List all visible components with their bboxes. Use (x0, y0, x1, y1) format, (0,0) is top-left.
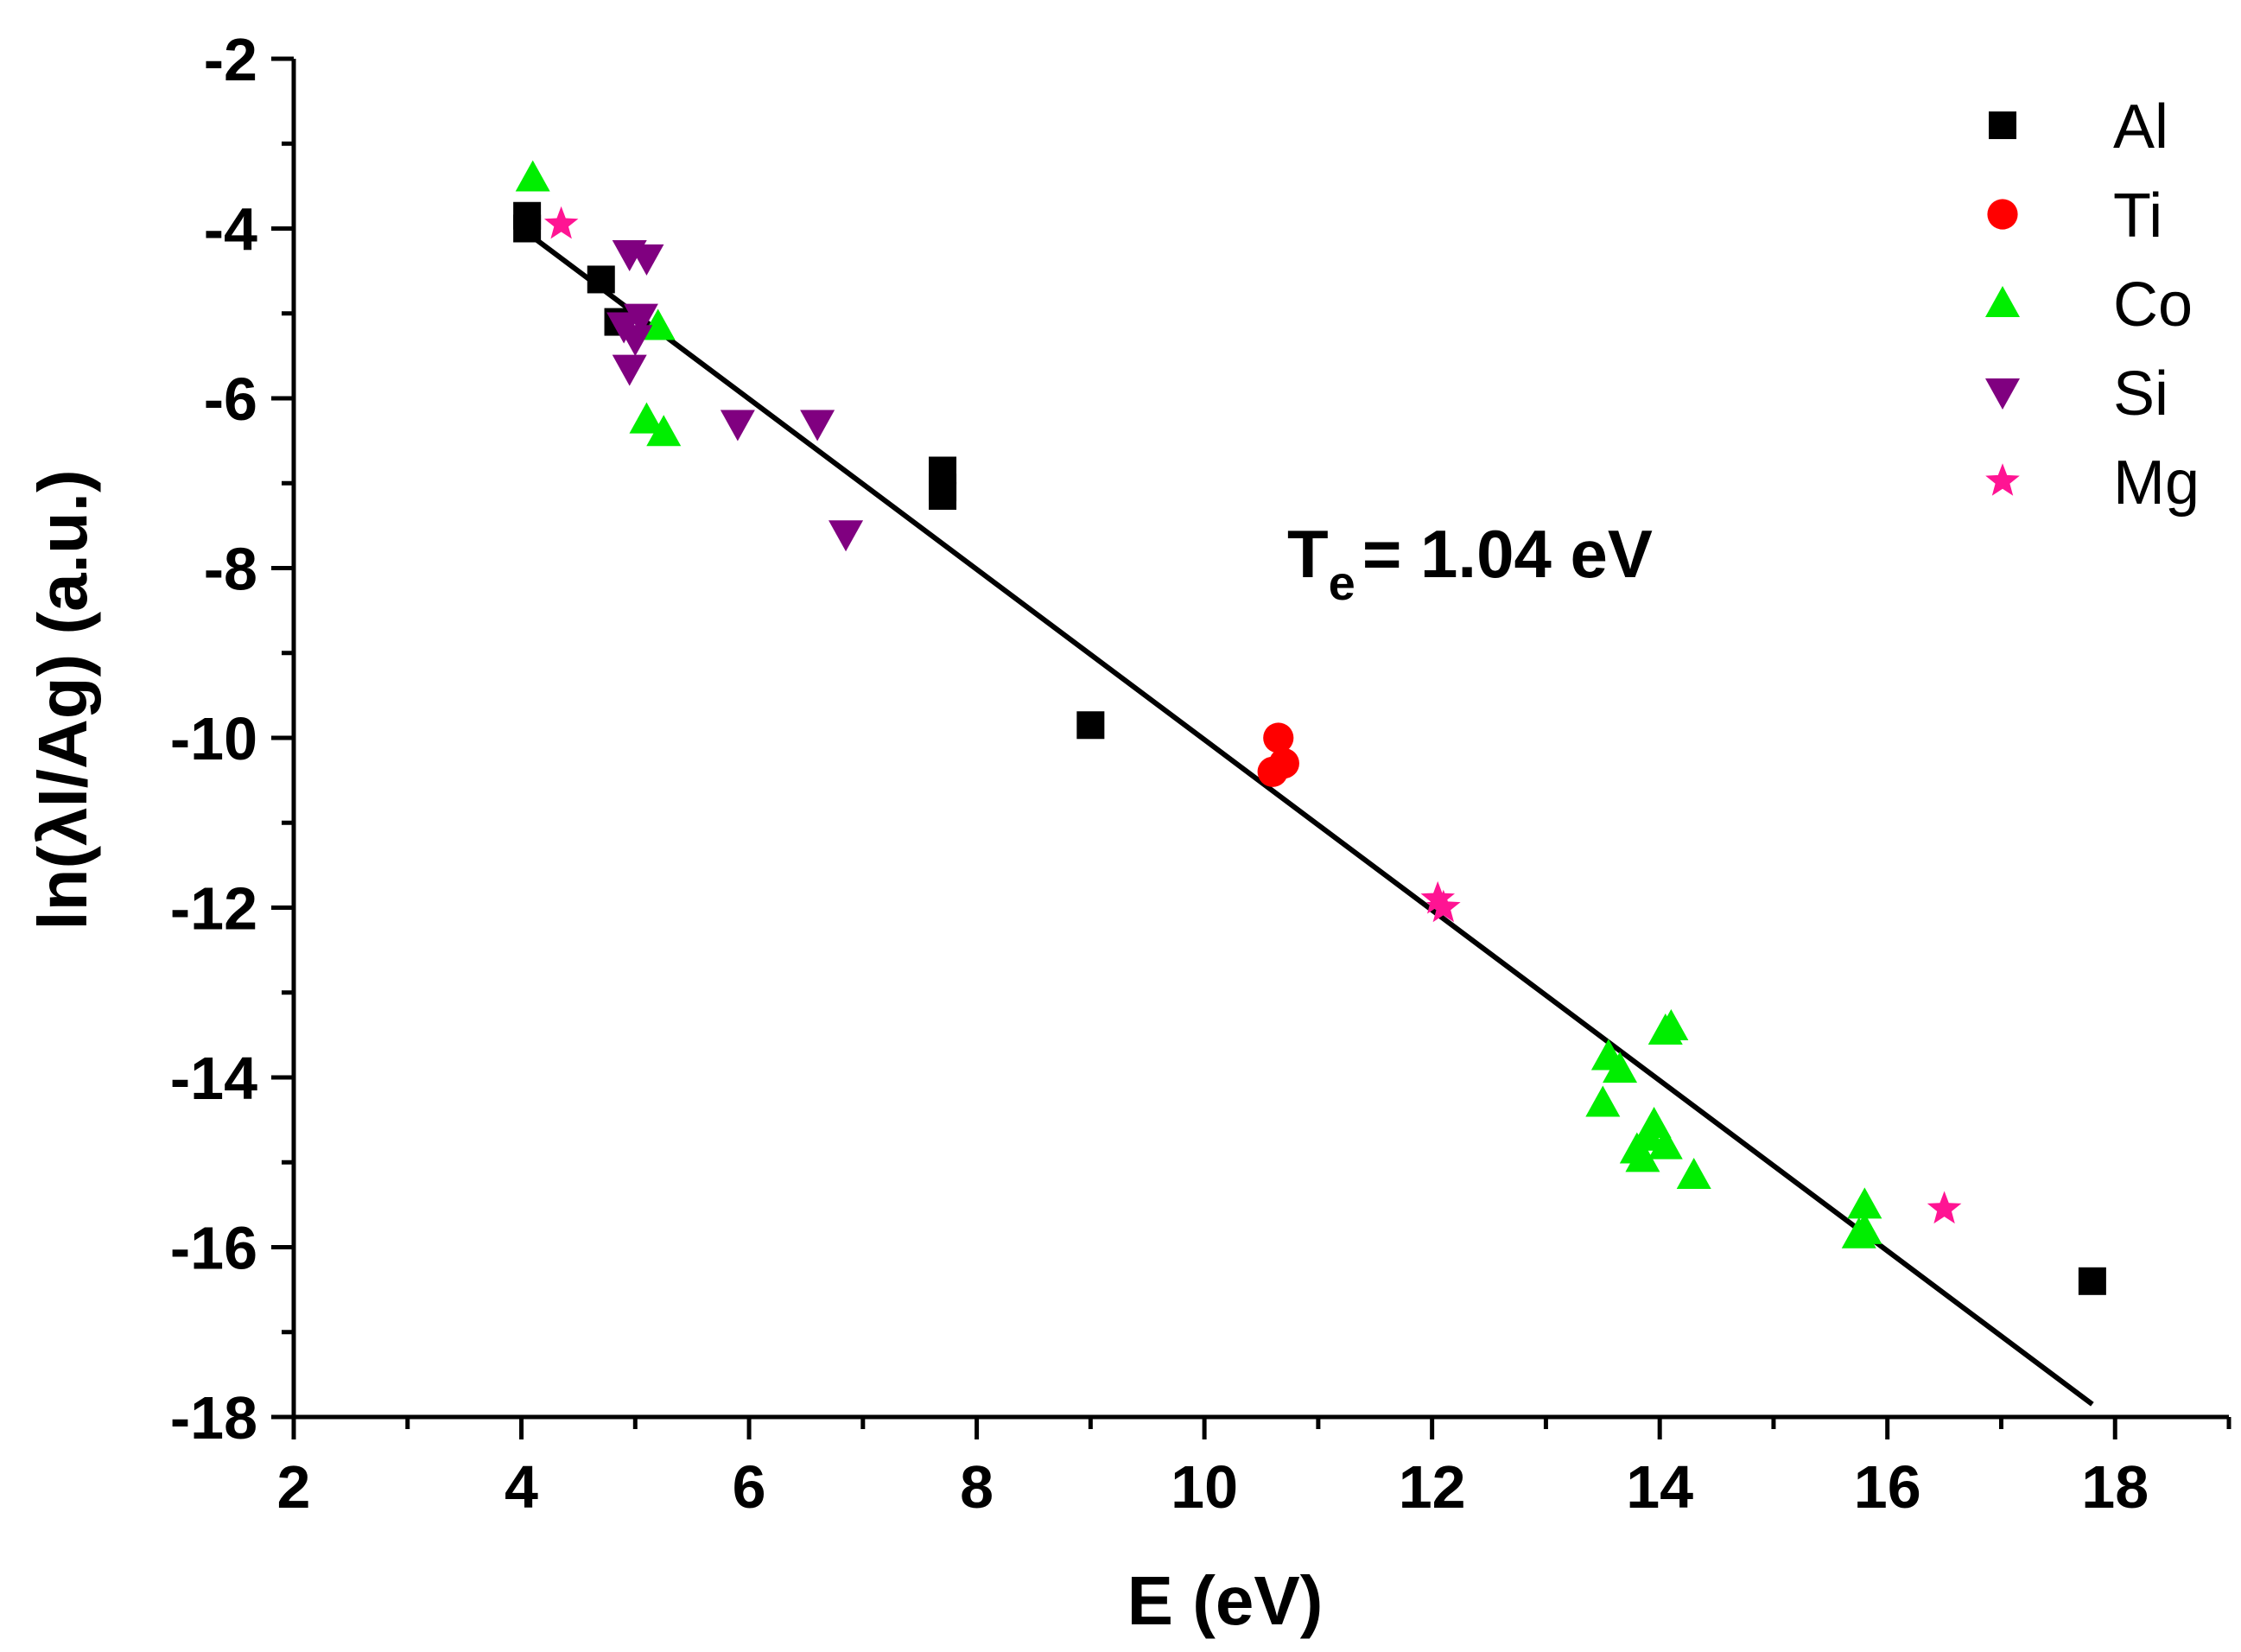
annotation-symbol: T (1287, 516, 1329, 592)
point-al (587, 265, 615, 294)
x-tick-label: 4 (505, 1453, 538, 1521)
point-co (515, 160, 550, 192)
temperature-annotation: Te = 1.04 eV (1287, 516, 1653, 610)
x-tick-label: 8 (960, 1453, 994, 1521)
data-points-layer (513, 160, 2106, 1295)
y-tick-label: -2 (204, 26, 257, 93)
legend-label-ti: Ti (2113, 181, 2162, 251)
y-tick-label: -12 (170, 875, 257, 943)
annotation-subscript: e (1329, 556, 1355, 610)
point-si (800, 410, 835, 442)
point-co (1603, 1052, 1638, 1083)
x-tick-label: 18 (2081, 1453, 2149, 1521)
x-axis-title: E (eV) (1127, 1562, 1324, 1639)
x-tick-label: 2 (277, 1453, 311, 1521)
point-mg (1927, 1191, 1962, 1224)
point-mg (1426, 889, 1461, 923)
point-co (1676, 1157, 1711, 1189)
x-tick-label: 16 (1854, 1453, 1921, 1521)
point-al (929, 481, 957, 510)
point-si (618, 325, 653, 357)
legend-marker-co (1985, 286, 2020, 317)
x-tick-label: 10 (1171, 1453, 1238, 1521)
legend-marker-al (1989, 111, 2016, 139)
fit-line-layer (519, 226, 2094, 1407)
legend-label-al: Al (2113, 92, 2168, 162)
point-si (623, 303, 658, 335)
point-ti (1257, 756, 1288, 787)
legend: Al Ti Co Si Mg (1985, 92, 2200, 518)
point-co (1654, 1009, 1689, 1041)
point-co (1841, 1217, 1876, 1249)
point-co (1625, 1141, 1660, 1172)
legend-label-si: Si (2113, 359, 2168, 429)
point-co (1647, 1128, 1683, 1160)
point-si (629, 244, 664, 276)
point-ti (1263, 722, 1294, 753)
y-tick-label: -14 (170, 1045, 257, 1112)
point-mg (543, 206, 579, 239)
point-al (2078, 1267, 2106, 1295)
legend-marker-si (1985, 378, 2020, 410)
point-si (720, 410, 755, 442)
legend-marker-ti (1987, 199, 2018, 230)
y-tick-label: -8 (204, 536, 257, 603)
point-al (1076, 711, 1105, 740)
x-tick-label: 6 (733, 1453, 766, 1521)
point-si (828, 520, 864, 552)
y-tick-label: -10 (170, 705, 257, 772)
y-tick-label: -18 (170, 1384, 257, 1452)
y-tick-label: -6 (204, 365, 257, 433)
legend-label-co: Co (2113, 270, 2193, 340)
y-axis-title: ln(λI/Ag) (a.u.) (24, 469, 101, 930)
point-co (1585, 1085, 1621, 1117)
point-co (646, 415, 682, 447)
legend-marker-mg (1985, 463, 2020, 496)
point-co (640, 308, 676, 340)
fit-line (519, 226, 2094, 1407)
point-co (1847, 1187, 1882, 1219)
annotation-value: = 1.04 eV (1362, 516, 1653, 592)
y-tick-label: -16 (170, 1215, 257, 1282)
point-co (629, 402, 664, 434)
axes: 2 4 6 8 10 12 14 16 18 -18 -16 -14 -12 -10 -8 -6 -4 -2 (170, 26, 2231, 1521)
x-tick-label: 14 (1626, 1453, 1693, 1521)
legend-label-mg: Mg (2113, 448, 2200, 518)
point-si (612, 354, 647, 386)
x-tick-label: 12 (1399, 1453, 1466, 1521)
point-mg (1420, 880, 1455, 914)
y-tick-label: -4 (204, 196, 257, 264)
point-al (513, 214, 542, 243)
